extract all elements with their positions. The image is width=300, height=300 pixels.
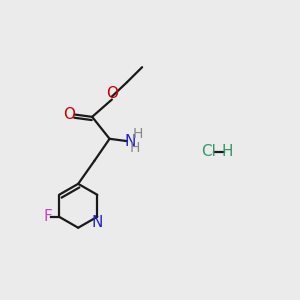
Text: H: H: [130, 141, 140, 155]
Text: O: O: [106, 86, 118, 101]
Text: H: H: [221, 144, 233, 159]
Text: H: H: [133, 127, 143, 141]
Text: N: N: [92, 215, 103, 230]
Text: F: F: [44, 209, 52, 224]
Text: O: O: [63, 107, 75, 122]
Text: Cl: Cl: [201, 144, 216, 159]
Text: N: N: [125, 134, 136, 148]
